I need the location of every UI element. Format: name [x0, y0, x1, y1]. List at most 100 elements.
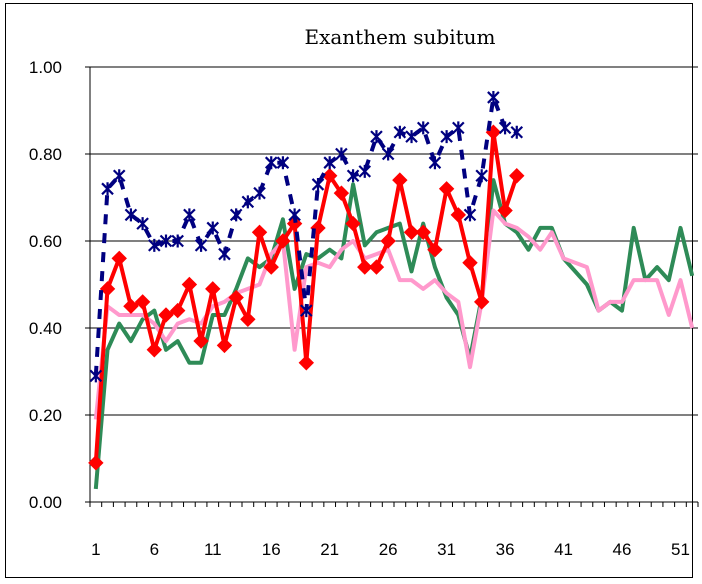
x-tick-label: 36	[496, 540, 515, 559]
data-point	[148, 238, 161, 252]
data-point	[462, 255, 478, 271]
data-point	[205, 281, 221, 297]
x-tick-label: 1	[91, 540, 100, 559]
data-point	[393, 125, 407, 139]
y-tick-label: 0.60	[29, 232, 62, 251]
data-point	[405, 130, 418, 144]
data-point	[463, 208, 477, 222]
data-point	[146, 342, 163, 358]
data-point	[123, 298, 139, 314]
data-point	[276, 156, 290, 170]
x-tick-label: 26	[379, 540, 398, 559]
data-point	[300, 304, 313, 318]
data-point	[169, 302, 186, 319]
data-point	[415, 224, 431, 241]
data-point	[159, 234, 173, 248]
x-tick-label: 46	[613, 540, 632, 559]
y-axis-ticks: 0.00 0.20 0.40 0.60 0.80 1.00	[29, 58, 62, 512]
data-point	[229, 208, 243, 222]
data-point	[251, 224, 268, 241]
data-point	[358, 164, 372, 178]
data-point	[158, 307, 174, 323]
x-tick-label: 31	[437, 540, 456, 559]
data-point	[510, 125, 524, 139]
data-point	[241, 195, 255, 209]
data-point	[193, 333, 209, 349]
data-point	[380, 233, 396, 249]
series-1	[93, 178, 695, 490]
data-point	[134, 294, 151, 310]
x-tick-label: 21	[320, 540, 339, 559]
data-point	[124, 208, 138, 222]
data-point	[288, 208, 301, 222]
data-point	[345, 215, 361, 232]
data-point	[370, 130, 383, 144]
data-point	[311, 177, 325, 191]
y-tick-label: 0.80	[29, 145, 62, 164]
y-tick-label: 0.00	[29, 493, 62, 512]
series-3	[88, 124, 525, 471]
data-point	[171, 234, 184, 248]
chart-frame	[5, 3, 693, 578]
data-point	[392, 172, 408, 188]
data-point	[321, 168, 338, 184]
data-point	[183, 208, 196, 222]
data-point	[275, 233, 291, 249]
data-point	[88, 455, 104, 471]
gridlines	[90, 66, 698, 503]
data-point	[450, 207, 467, 223]
data-point	[181, 276, 198, 293]
data-point	[452, 121, 465, 135]
data-point	[335, 147, 348, 161]
data-point	[264, 156, 278, 170]
data-point	[497, 202, 513, 219]
data-point	[403, 224, 420, 241]
data-point	[263, 259, 279, 275]
series-line	[93, 178, 695, 490]
data-point	[206, 221, 220, 235]
data-point	[323, 156, 336, 170]
data-point	[101, 182, 114, 196]
x-tick-label: 51	[671, 540, 690, 559]
data-point	[427, 241, 443, 258]
data-point	[194, 238, 208, 252]
data-point	[228, 289, 244, 306]
data-point	[99, 281, 116, 297]
data-point	[89, 369, 103, 383]
x-axis-ticks: 1 6 11 16 21 26 31 36 41 46 51	[91, 540, 690, 559]
data-point	[357, 259, 373, 275]
data-point	[416, 121, 430, 135]
data-point	[498, 121, 512, 135]
data-point	[368, 259, 385, 275]
data-point	[475, 169, 488, 183]
data-point	[112, 169, 126, 183]
data-point	[438, 181, 455, 197]
y-tick-label: 0.40	[29, 319, 62, 338]
data-point	[286, 215, 303, 232]
data-point	[428, 156, 442, 170]
data-point	[240, 311, 256, 328]
data-point	[298, 355, 315, 371]
series-4	[89, 90, 524, 383]
x-tick-label: 16	[262, 540, 281, 559]
data-point	[381, 147, 395, 161]
x-tick-label: 6	[150, 540, 159, 559]
data-point	[333, 185, 350, 201]
data-point	[487, 90, 500, 104]
series-layer	[88, 90, 695, 490]
data-point	[111, 250, 127, 267]
axes	[85, 66, 699, 507]
data-point	[218, 247, 231, 261]
y-tick-label: 1.00	[29, 58, 62, 77]
data-point	[440, 130, 453, 144]
data-point	[346, 169, 360, 183]
data-point	[509, 168, 525, 184]
x-tick-label: 11	[204, 540, 222, 559]
x-tick-label: 41	[554, 540, 573, 559]
data-point	[216, 337, 233, 354]
data-point	[253, 186, 266, 200]
data-point	[136, 217, 149, 231]
data-point	[473, 294, 490, 310]
chart-title: Exanthem subitum	[305, 25, 496, 49]
